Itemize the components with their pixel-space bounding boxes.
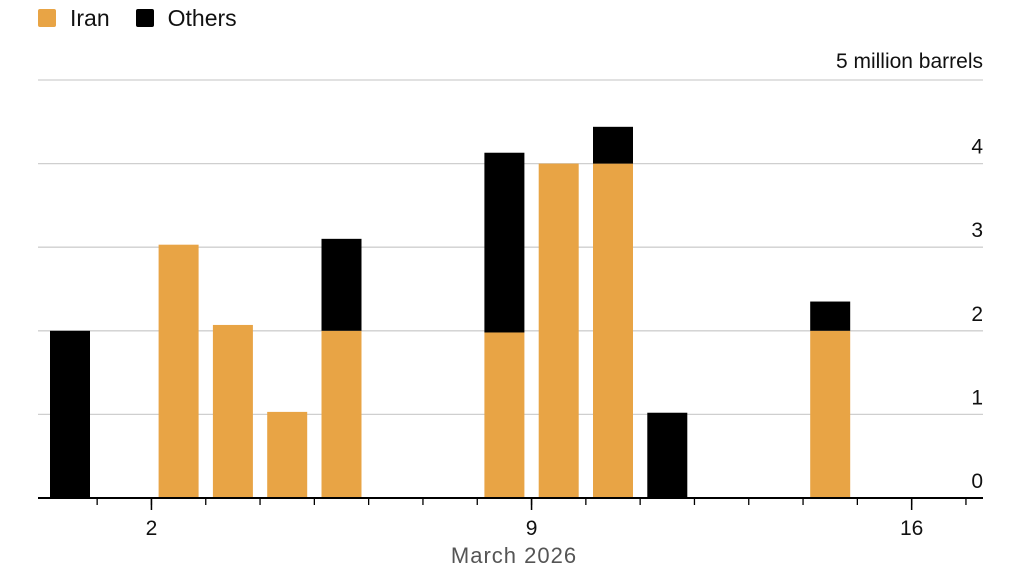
x-axis: 2 9 16 bbox=[38, 497, 983, 540]
bar-others-day-6 bbox=[321, 238, 362, 331]
legend: Iran Others bbox=[38, 2, 263, 34]
bar-others-day-11 bbox=[593, 126, 633, 164]
y-tick-label-3: 3 bbox=[971, 219, 983, 242]
y-tick-label-2: 2 bbox=[971, 303, 983, 326]
bar-iran-day-4 bbox=[212, 324, 253, 498]
y-tick-labels: 0 1 2 3 4 bbox=[971, 136, 983, 493]
bar-iran-day-11 bbox=[593, 163, 633, 498]
bars bbox=[50, 126, 851, 498]
legend-label-iran: Iran bbox=[70, 4, 110, 31]
bar-iran-day-15 bbox=[810, 330, 851, 498]
y-tick-label-4: 4 bbox=[971, 136, 983, 159]
bar-iran-day-9 bbox=[484, 332, 525, 498]
x-tick-label-16: 16 bbox=[900, 517, 923, 540]
y-tick-label-1: 1 bbox=[971, 386, 983, 409]
bar-iran-day-10 bbox=[538, 163, 579, 498]
bar-iran-day-3 bbox=[158, 244, 199, 498]
bar-others-day-1 bbox=[50, 330, 90, 498]
x-tick-label-2: 2 bbox=[146, 517, 158, 540]
legend-item-others: Others bbox=[135, 4, 237, 32]
bar-others-day-9 bbox=[484, 152, 525, 333]
bar-iran-day-5 bbox=[267, 411, 308, 498]
bar-others-day-12 bbox=[647, 412, 688, 498]
bar-others-day-15 bbox=[810, 301, 851, 331]
bar-iran-day-6 bbox=[321, 330, 362, 498]
legend-swatch-iran bbox=[38, 9, 56, 27]
y-unit-label: 5 million barrels bbox=[836, 50, 983, 73]
legend-label-others: Others bbox=[167, 4, 237, 31]
legend-swatch-others bbox=[135, 9, 154, 27]
x-axis-label: March 2026 bbox=[451, 543, 577, 568]
y-tick-label-0: 0 bbox=[971, 470, 983, 493]
x-tick-label-9: 9 bbox=[526, 517, 538, 540]
legend-item-iran: Iran bbox=[38, 5, 110, 32]
